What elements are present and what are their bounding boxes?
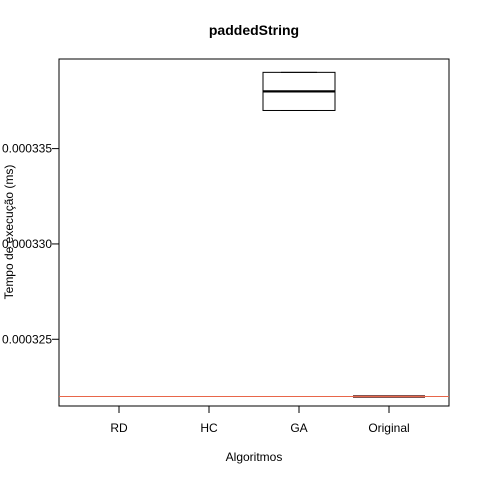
x-axis: RD HC GA Original <box>110 405 410 435</box>
y-tick-label: 0.000335 <box>2 142 52 156</box>
x-tick-label: RD <box>110 421 128 435</box>
y-tick-label: 0.000330 <box>2 237 52 251</box>
chart-title: paddedString <box>209 22 299 38</box>
x-axis-label: Algoritmos <box>226 450 283 464</box>
x-tick-label: Original <box>368 421 409 435</box>
y-axis-label: Tempo de execução (ms) <box>2 165 16 300</box>
y-tick-label: 0.000325 <box>2 332 52 346</box>
y-axis: 0.000325 0.000330 0.000335 <box>2 142 60 346</box>
x-tick-label: HC <box>200 421 218 435</box>
x-tick-label: GA <box>290 421 307 435</box>
boxes <box>262 71 425 398</box>
plot-frame <box>58 58 450 407</box>
box-ga <box>262 71 336 111</box>
